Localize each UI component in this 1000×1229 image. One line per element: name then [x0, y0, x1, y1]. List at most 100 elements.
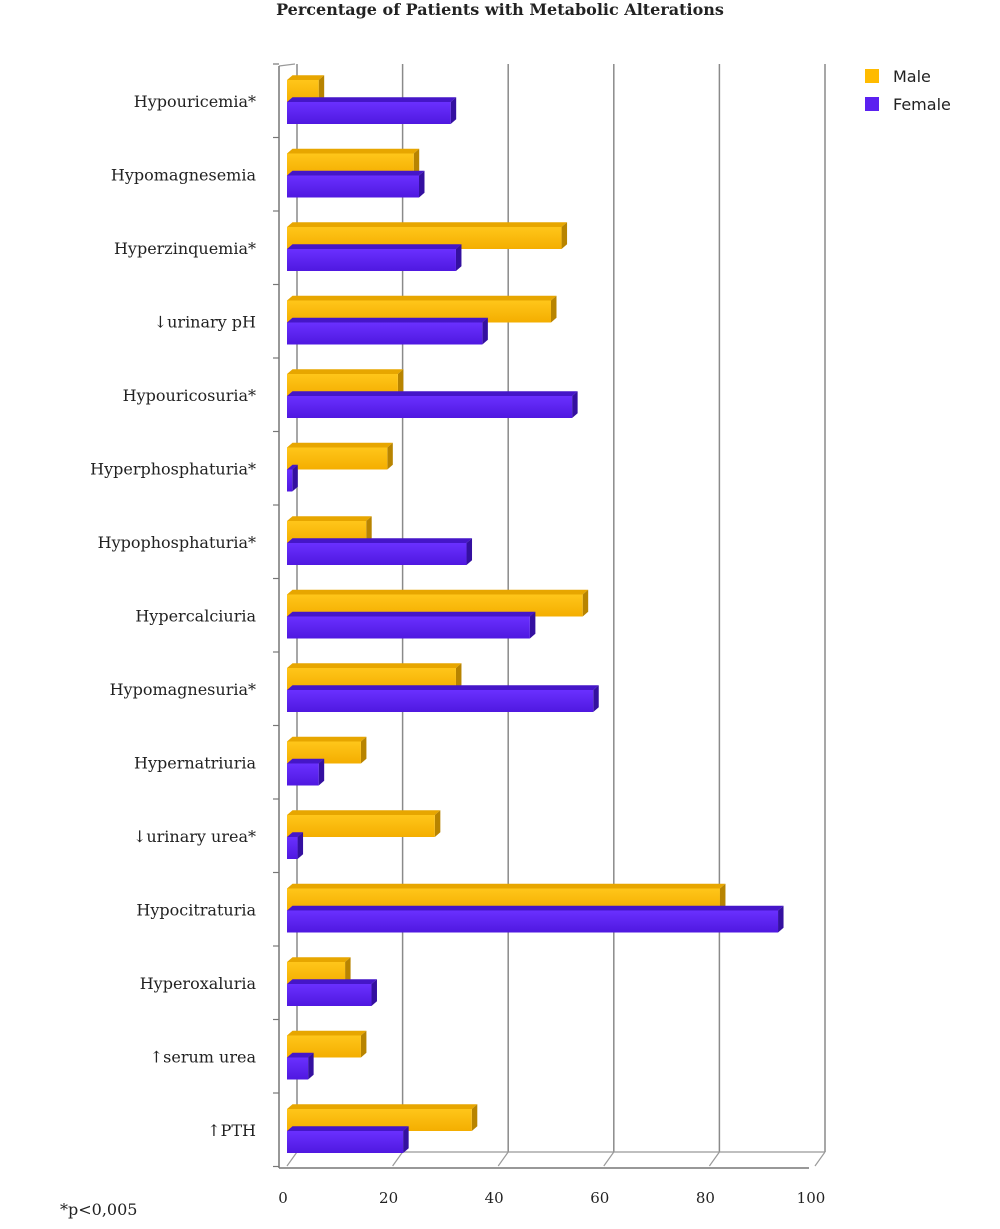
- bar-front-face: [287, 374, 398, 396]
- bar-side-face: [572, 391, 578, 418]
- bar-front-face: [287, 521, 367, 543]
- bar-side-face: [450, 97, 457, 124]
- floor-gridline: [497, 1151, 509, 1167]
- bar-side-face: [403, 1126, 409, 1153]
- bar-top-face: [287, 97, 457, 102]
- bar-side-face: [582, 589, 589, 617]
- bar-side-face: [366, 516, 372, 543]
- x-tick-label: 60: [590, 1189, 609, 1207]
- floor-gridline: [392, 1151, 404, 1167]
- category-label: ↓urinary urea*: [133, 827, 256, 846]
- footnote: *p<0,005: [60, 1200, 138, 1219]
- bar-front-face: [287, 80, 319, 102]
- bar-female: [287, 905, 784, 933]
- x-tick-label: 80: [696, 1189, 715, 1207]
- bar-side-face: [360, 736, 367, 764]
- bar-front-face: [287, 249, 456, 271]
- category-label: Hypercalciuria: [135, 607, 256, 626]
- bar-female: [287, 1126, 409, 1153]
- bar-front-face: [287, 1035, 361, 1058]
- bar-front-face: [287, 153, 414, 176]
- bar-top-face: [287, 957, 351, 962]
- category-label: Hyperzinquemia*: [114, 239, 256, 258]
- bar-top-face: [287, 832, 304, 837]
- bar-front-face: [287, 396, 573, 418]
- category-label: ↓urinary pH: [154, 313, 256, 332]
- bar-side-face: [482, 317, 488, 345]
- bar-front-face: [287, 763, 319, 786]
- bar-front-face: [287, 1131, 404, 1153]
- bar-top-face: [287, 663, 462, 668]
- axis-corner: [278, 63, 296, 67]
- bar-front-face: [287, 741, 361, 764]
- category-label: Hypernatriuria: [134, 754, 256, 773]
- bar-top-face: [287, 905, 784, 911]
- category-label: Hypophosphaturia*: [98, 533, 256, 552]
- legend: Male Female: [865, 62, 951, 118]
- category-label: Hypouricosuria*: [123, 386, 256, 405]
- bar-front-face: [287, 594, 583, 617]
- bar-front-face: [287, 910, 779, 933]
- bar-front-face: [287, 1109, 472, 1131]
- bar-top-face: [287, 1052, 314, 1058]
- bar-top-face: [287, 75, 325, 80]
- bar-female: [287, 464, 298, 492]
- bar-front-face: [287, 300, 551, 323]
- legend-item-female: Female: [865, 90, 951, 118]
- bar-top-face: [287, 611, 536, 617]
- bar-top-face: [287, 736, 367, 742]
- bar-top-face: [287, 369, 404, 374]
- bar-side-face: [561, 222, 568, 249]
- bar-top-face: [287, 758, 325, 764]
- floor-gridline: [814, 1151, 826, 1167]
- bar-side-face: [360, 1030, 367, 1058]
- bar-top-face: [287, 1126, 409, 1131]
- bar-male: [287, 442, 393, 470]
- bar-side-face: [455, 663, 462, 690]
- bar-side-face: [434, 810, 441, 837]
- bar-male: [287, 589, 589, 617]
- bar-side-face: [593, 685, 599, 712]
- bar-front-face: [287, 815, 435, 837]
- bar-side-face: [413, 148, 420, 176]
- bar-top-face: [287, 442, 393, 448]
- bar-male: [287, 295, 557, 323]
- bar-front-face: [287, 543, 467, 565]
- category-label: Hyperphosphaturia*: [90, 460, 256, 479]
- bar-male: [287, 516, 372, 543]
- floor-gridline: [286, 1151, 298, 1167]
- bar-side-face: [318, 75, 325, 102]
- legend-swatch-male: [865, 69, 879, 83]
- bar-side-face: [419, 170, 425, 198]
- bar-male: [287, 1030, 367, 1058]
- legend-label-male: Male: [893, 66, 931, 86]
- bar-male: [287, 1104, 478, 1131]
- bar-female: [287, 170, 425, 198]
- floor-gridline: [603, 1151, 615, 1167]
- bar-side-face: [397, 369, 404, 396]
- bar-front-face: [287, 668, 456, 690]
- bar-top-face: [287, 170, 425, 176]
- bar-front-face: [287, 888, 720, 911]
- bar-front-face: [287, 469, 293, 492]
- category-label: ↑PTH: [207, 1121, 256, 1140]
- x-tick-label: 40: [485, 1189, 504, 1207]
- bar-side-face: [387, 442, 393, 470]
- bar-side-face: [318, 758, 325, 786]
- bar-front-face: [287, 102, 451, 124]
- bar-side-face: [471, 1104, 478, 1131]
- bar-male: [287, 957, 351, 984]
- bar-side-face: [529, 611, 536, 639]
- bar-top-face: [287, 1030, 367, 1036]
- chart-title: Percentage of Patients with Metabolic Al…: [276, 0, 724, 19]
- bar-side-face: [719, 883, 726, 911]
- bar-top-face: [287, 516, 372, 521]
- bar-front-face: [287, 1057, 309, 1080]
- bar-top-face: [287, 148, 420, 154]
- bar-male: [287, 663, 462, 690]
- x-tick-label: 20: [379, 1189, 398, 1207]
- bar-male: [287, 736, 367, 764]
- bar-male: [287, 810, 441, 837]
- bar-top-face: [287, 1104, 478, 1109]
